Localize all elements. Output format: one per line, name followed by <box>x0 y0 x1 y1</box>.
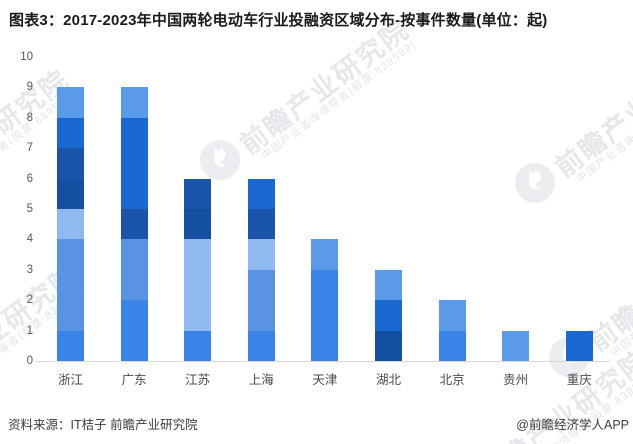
y-tick-label: 9 <box>26 81 33 94</box>
bar-segment <box>311 269 339 361</box>
bar-segment <box>184 330 212 361</box>
bar-segment <box>57 208 84 240</box>
watermark-small-text: 中国产业咨询领导者(股票:839599) <box>574 61 633 186</box>
bar-segment <box>438 300 466 331</box>
bar-贵州 <box>502 330 530 361</box>
bar-segment <box>502 330 530 361</box>
watermark-logo <box>507 155 563 211</box>
x-axis-line <box>36 361 610 362</box>
x-axis-label: 江苏 <box>185 373 211 387</box>
watermark-unit: 前瞻产业研究院 中国产业咨询领导者(股票:839599) <box>507 0 633 227</box>
y-tick-label: 8 <box>26 111 33 124</box>
chart-title: 图表3：2017-2023年中国两轮电动车行业投融资区域分布-按事件数量(单位：… <box>9 12 548 29</box>
x-axis-label: 北京 <box>439 373 465 387</box>
credit-note: @前瞻经济学人APP <box>516 418 629 432</box>
bar-segment <box>438 330 466 361</box>
bar-segment <box>57 87 84 118</box>
bar-segment <box>311 239 339 270</box>
x-axis-label: 浙江 <box>57 373 83 387</box>
y-tick-label: 10 <box>20 51 33 63</box>
y-tick-label: 3 <box>26 263 33 276</box>
bar-北京 <box>438 300 466 361</box>
watermark-big-text: 前瞻产业研究院 <box>549 37 633 184</box>
bar-segment <box>57 117 84 149</box>
bar-segment <box>375 300 402 331</box>
bar-segment <box>57 178 84 209</box>
bar-广东 <box>120 87 148 361</box>
bar-segment <box>120 300 148 361</box>
x-axis-label: 上海 <box>248 373 274 387</box>
bar-segment <box>247 178 275 209</box>
watermark-unit: 前瞻产业研究院 中国产业咨询领导者(股票:839599) <box>0 184 186 444</box>
bar-segment <box>247 330 275 361</box>
bar-segment <box>375 330 402 361</box>
bar-segment <box>247 208 275 240</box>
bar-segment <box>120 87 148 118</box>
bar-segment <box>565 330 593 361</box>
y-tick-label: 1 <box>26 324 33 337</box>
bar-segment <box>120 117 148 209</box>
watermark-small-text: 中国产业咨询领导者(股票:839599) <box>608 235 633 360</box>
bar-湖北 <box>375 269 402 361</box>
bar-浙江 <box>57 87 84 361</box>
watermark-unit: 前瞻产业研究院 中国产业咨询领导者(股票:839599) <box>0 0 176 254</box>
bar-天津 <box>311 239 339 361</box>
bar-江苏 <box>184 178 212 361</box>
y-tick-label: 5 <box>26 203 33 215</box>
bar-上海 <box>247 178 275 361</box>
bar-segment <box>57 330 84 361</box>
watermark-big-text: 前瞻产业研究院 <box>234 14 415 161</box>
bar-segment <box>57 148 84 179</box>
qianzhan-bird-logo-icon <box>515 163 555 203</box>
bar-segment <box>184 239 212 331</box>
source-note: 资料来源：IT桔子 前瞻产业研究院 <box>8 418 198 432</box>
y-tick-label: 4 <box>26 233 33 246</box>
x-axis-label: 天津 <box>312 373 338 387</box>
y-tick-label: 7 <box>26 142 33 155</box>
bar-segment <box>120 239 148 301</box>
x-axis-label: 广东 <box>121 373 147 387</box>
y-tick-label: 2 <box>26 294 33 307</box>
bar-segment <box>57 239 84 331</box>
y-tick-label: 0 <box>26 355 33 367</box>
bar-segment <box>375 269 402 301</box>
x-axis-label: 贵州 <box>503 373 529 387</box>
x-axis-label: 湖北 <box>375 373 401 387</box>
bar-segment <box>184 208 212 240</box>
bar-segment <box>120 208 148 240</box>
y-tick-label: 6 <box>26 172 33 185</box>
bar-segment <box>184 178 212 209</box>
bar-segment <box>247 239 275 270</box>
x-axis-label: 重庆 <box>566 373 592 387</box>
bar-segment <box>247 269 275 331</box>
watermark-small-text: 中国产业咨询领导者(股票:839599) <box>259 38 419 163</box>
bar-重庆 <box>565 330 593 361</box>
